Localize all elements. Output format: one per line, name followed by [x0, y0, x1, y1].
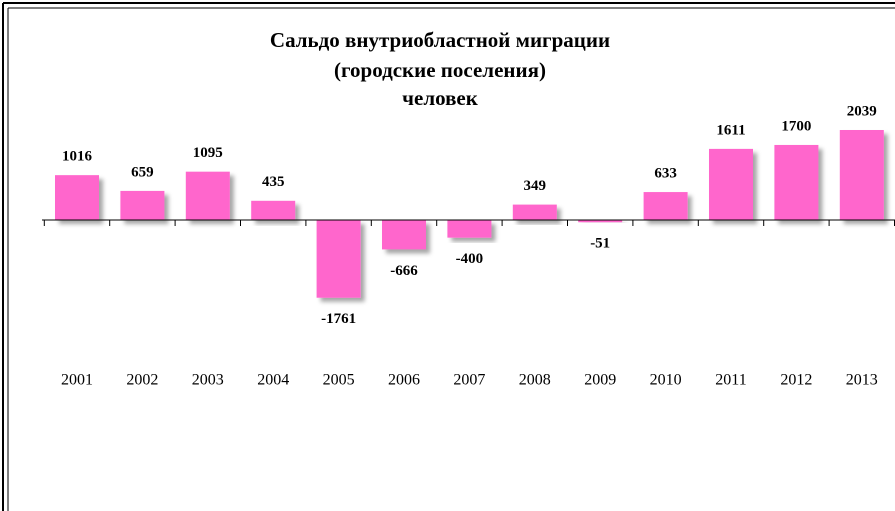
bar: [774, 144, 819, 220]
value-label: 435: [262, 174, 285, 190]
value-label: -666: [390, 263, 418, 279]
x-tick-label: 2008: [519, 372, 551, 389]
value-label: 633: [654, 165, 677, 181]
bar: [251, 200, 296, 220]
x-tick-label: 2004: [257, 372, 289, 389]
x-tick-label: 2009: [584, 372, 616, 389]
bar: [512, 204, 557, 220]
x-tick-label: 2012: [780, 372, 812, 389]
bar: [839, 130, 884, 220]
bar: [55, 175, 99, 220]
x-tick-label: 2007: [453, 372, 485, 389]
value-label: 1016: [62, 149, 93, 165]
bar: [447, 220, 492, 238]
value-label: 1611: [716, 122, 745, 138]
bar: [185, 171, 230, 220]
x-tick-label: 2013: [846, 372, 878, 389]
bar: [120, 190, 165, 220]
chart-title: Сальдо внутриобластной миграции: [270, 28, 610, 52]
bar: [578, 220, 623, 223]
bar: [709, 148, 753, 220]
bar: [382, 220, 426, 250]
x-tick-label: 2002: [126, 372, 158, 389]
value-label: 349: [524, 178, 547, 194]
value-label: 1095: [193, 145, 223, 161]
value-label: 1700: [781, 118, 811, 134]
chart-title: (городские поселения): [334, 58, 546, 82]
chart-title: человек: [402, 86, 479, 110]
value-label: 659: [131, 164, 154, 180]
value-label: 2039: [847, 103, 877, 119]
bar: [643, 192, 688, 220]
x-tick-label: 2011: [715, 372, 746, 389]
x-tick-label: 2001: [61, 372, 93, 389]
value-label: -400: [456, 251, 484, 267]
x-tick-label: 2003: [192, 372, 224, 389]
x-tick-label: 2006: [388, 372, 420, 389]
value-label: -1761: [321, 311, 356, 327]
value-label: -51: [590, 236, 610, 252]
bar: [316, 220, 361, 298]
x-tick-label: 2010: [650, 372, 682, 389]
x-tick-label: 2005: [323, 372, 355, 389]
